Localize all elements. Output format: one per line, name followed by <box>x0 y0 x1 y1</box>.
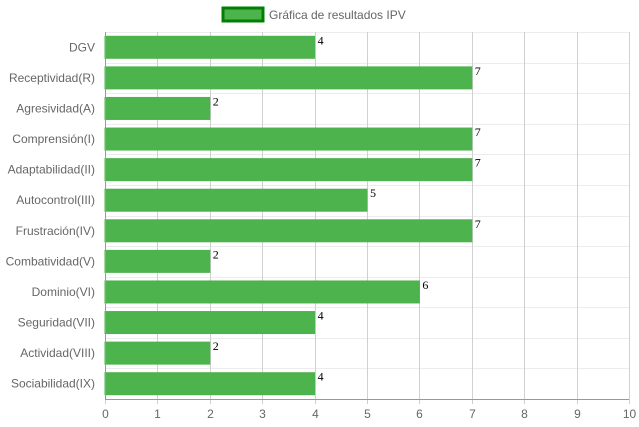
bar <box>104 127 473 151</box>
legend[interactable]: Gráfica de resultados IPV <box>221 6 406 23</box>
category-label: Agresividad(A) <box>16 101 95 115</box>
value-label: 7 <box>475 217 481 231</box>
value-label: 7 <box>475 125 481 139</box>
x-tick-label: 5 <box>364 407 371 421</box>
category-label: Actividad(VIII) <box>20 346 95 360</box>
bar <box>104 66 473 90</box>
category-label: Sociabilidad(IX) <box>11 377 95 391</box>
value-label: 7 <box>475 156 481 170</box>
axes <box>105 32 629 400</box>
category-label: Comprensión(I) <box>12 132 95 146</box>
value-label: 7 <box>475 64 481 78</box>
category-label: Dominio(VI) <box>32 285 95 299</box>
x-tick-label: 0 <box>102 407 109 421</box>
x-tick-label: 2 <box>207 407 214 421</box>
bar <box>104 188 368 212</box>
value-label: 6 <box>422 278 428 292</box>
bar <box>104 372 316 396</box>
category-label: Combatividad(V) <box>6 254 95 268</box>
value-label: 4 <box>318 33 324 47</box>
bars <box>104 35 473 396</box>
bar <box>104 158 473 182</box>
x-tick-label: 7 <box>469 407 476 421</box>
value-label: 2 <box>213 339 219 353</box>
bar <box>104 311 316 335</box>
bar <box>104 341 211 365</box>
x-tick-label: 6 <box>416 407 423 421</box>
category-label: Frustración(IV) <box>16 224 95 238</box>
x-tick-label: 3 <box>259 407 266 421</box>
value-label: 2 <box>213 94 219 108</box>
x-tick-label: 1 <box>154 407 161 421</box>
bar <box>104 35 316 59</box>
legend-swatch[interactable] <box>221 6 265 23</box>
value-label: 2 <box>213 247 219 261</box>
category-label: Receptividad(R) <box>9 71 95 85</box>
bar <box>104 249 211 273</box>
legend-label[interactable]: Gráfica de resultados IPV <box>269 8 406 22</box>
category-label: Autocontrol(III) <box>16 193 95 207</box>
x-tick-label: 8 <box>521 407 528 421</box>
value-label: 5 <box>370 186 376 200</box>
category-label: DGV <box>69 40 95 54</box>
bar <box>104 280 420 304</box>
labels: 0 1 2 3 4 5 6 7 8 9 10 4 DGV 7 Receptividad(R) 2 Agresiv… <box>6 33 637 421</box>
bar <box>104 96 211 120</box>
bar <box>104 219 473 243</box>
category-label: Seguridad(VII) <box>18 316 95 330</box>
value-label: 4 <box>318 309 324 323</box>
category-label: Adaptabilidad(II) <box>8 163 95 177</box>
x-tick-label: 4 <box>312 407 319 421</box>
x-tick-label: 10 <box>623 407 637 421</box>
x-tick-label: 9 <box>574 407 581 421</box>
value-label: 4 <box>318 370 324 384</box>
